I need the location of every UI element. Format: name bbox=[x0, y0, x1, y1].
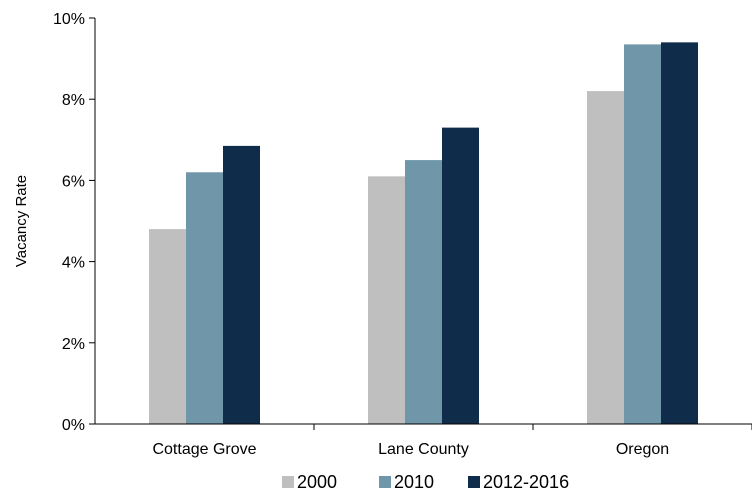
legend-label: 2000 bbox=[297, 472, 337, 492]
bar-lane-county-2000 bbox=[368, 176, 405, 424]
category-label: Cottage Grove bbox=[152, 441, 256, 458]
y-tick-label: 10% bbox=[53, 11, 85, 28]
y-tick-labels: 0% 2% 4% 6% 8% 10% bbox=[53, 11, 85, 434]
bar-oregon-2000 bbox=[587, 91, 624, 424]
x-category-labels: Cottage Grove Lane County Oregon bbox=[152, 441, 669, 458]
bar-cottage-grove-2012-2016 bbox=[223, 145, 260, 424]
legend-label: 2012-2016 bbox=[483, 472, 569, 492]
bar-cottage-grove-2000 bbox=[149, 229, 186, 424]
bar-oregon-2010 bbox=[624, 44, 661, 424]
category-label: Lane County bbox=[378, 441, 469, 458]
legend-label: 2010 bbox=[394, 472, 434, 492]
y-tick-label: 0% bbox=[62, 417, 85, 434]
category-label: Oregon bbox=[616, 441, 669, 458]
y-tick-label: 4% bbox=[62, 255, 85, 272]
legend-swatch bbox=[468, 476, 480, 488]
axes-layer bbox=[89, 17, 752, 430]
y-tick-label: 2% bbox=[62, 336, 85, 353]
bar-cottage-grove-2010 bbox=[186, 172, 223, 424]
legend: 2000 2010 2012-2016 bbox=[282, 472, 569, 492]
legend-swatch bbox=[379, 476, 391, 488]
y-tick-label: 6% bbox=[62, 173, 85, 190]
y-tick-label: 8% bbox=[62, 92, 85, 109]
y-axis-title: Vacancy Rate bbox=[13, 175, 30, 267]
bar-lane-county-2010 bbox=[405, 160, 442, 424]
legend-swatch bbox=[282, 476, 294, 488]
bar-oregon-2012-2016 bbox=[661, 42, 698, 425]
bars-layer bbox=[149, 42, 698, 425]
bar-lane-county-2012-2016 bbox=[442, 127, 479, 425]
